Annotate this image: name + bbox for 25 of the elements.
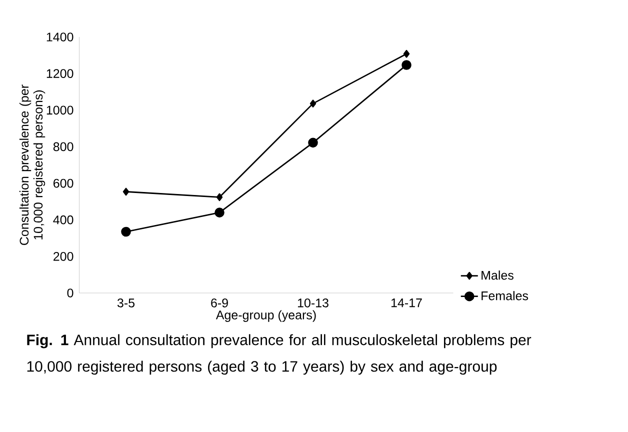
- y-tick-label: 200: [54, 252, 74, 261]
- legend-label: Females: [482, 291, 528, 300]
- point: [121, 226, 131, 237]
- point: [308, 138, 318, 148]
- y-tick-label: 600: [54, 178, 74, 188]
- point: [310, 100, 316, 108]
- y-tick-label: 800: [53, 142, 74, 152]
- x-tick-label: 10-13: [298, 298, 328, 308]
- point: [214, 208, 224, 218]
- y-tick-label: 1000: [46, 106, 74, 115]
- point: [402, 60, 412, 70]
- y-axis-title: Consultation prevalence (per 10,000 registered persons): [19, 84, 46, 245]
- y-tick-label: 1400: [46, 32, 74, 42]
- legend-label: Males: [482, 270, 514, 280]
- y-tick-label: 400: [53, 215, 74, 224]
- x-tick-label: 6-9: [211, 298, 228, 308]
- point: [122, 188, 130, 196]
- x-tick-label: 3-5: [117, 298, 135, 308]
- x-tick-label: 14-17: [391, 298, 422, 308]
- y-tick-label: 1200: [46, 69, 74, 78]
- point: [216, 193, 223, 202]
- x-axis-title: Age-group (years): [216, 310, 316, 322]
- text: Fig. 1 Annual consultation prevalence for all musculoskeletal problems per 10,000 registered persons (aged 3 to 17 years) by sex and age-group: [27, 334, 532, 375]
- y-tick-label: 0: [67, 288, 74, 298]
- point: [403, 50, 410, 58]
